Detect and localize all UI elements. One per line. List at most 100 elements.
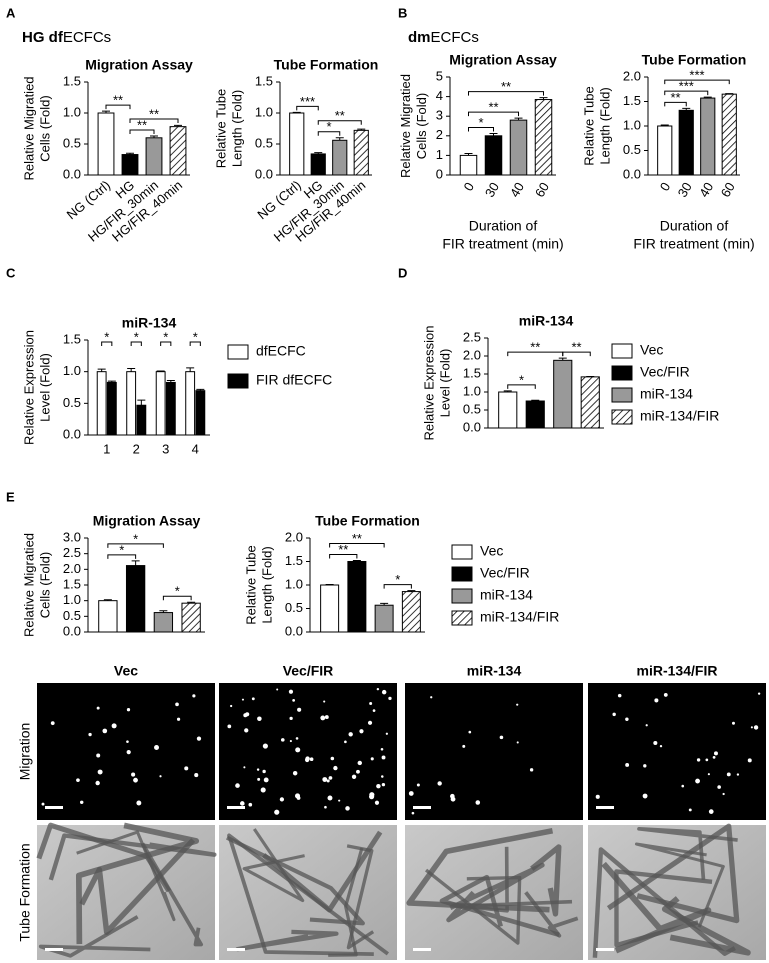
cell-dot (260, 787, 266, 793)
cell-dot (645, 724, 648, 727)
sig-label: * (175, 584, 180, 599)
bar (353, 129, 369, 176)
y-tick-label: 0.5 (63, 135, 81, 150)
error-bar (407, 590, 416, 592)
cell-dot (326, 779, 330, 783)
tube-network (76, 830, 176, 922)
bar (145, 137, 163, 176)
sig-label: * (395, 572, 400, 587)
cell-dot (309, 757, 314, 762)
sig-bracket (664, 79, 730, 85)
bar (678, 109, 694, 176)
cell-dot (388, 696, 392, 701)
micrograph-migration (405, 683, 583, 820)
cell-dot (643, 764, 647, 768)
x-axis-label: FIR treatment (min) (442, 236, 563, 252)
y-axis-label: Relative Tube (244, 545, 259, 625)
cell-dot (516, 703, 519, 706)
y-axis-label: Relative Tube (582, 86, 597, 166)
image-column-label: Vec/FIR (283, 663, 334, 679)
error-bar (103, 599, 112, 601)
cell-dot (356, 769, 360, 774)
cell-dot (351, 774, 357, 779)
chart-title: Migration Assay (449, 52, 557, 68)
cell-dot (595, 794, 600, 799)
sig-label: * (519, 372, 524, 387)
x-tick-label: 1 (103, 441, 110, 456)
cell-dot (367, 720, 373, 725)
error-bar (131, 560, 140, 566)
error-bar (102, 110, 110, 113)
x-axis-label: Duration of (469, 218, 538, 234)
cell-dot (289, 739, 292, 743)
x-axis-label: FIR treatment (min) (633, 236, 754, 252)
cell-dot (323, 700, 326, 703)
sig-bracket (101, 341, 113, 346)
sig-bracket (507, 351, 564, 357)
legend-swatch (611, 343, 633, 359)
panel-letter: C (6, 265, 16, 280)
sig-label: * (119, 542, 124, 557)
sig-bracket (162, 595, 192, 601)
cell-dot (713, 751, 718, 756)
cell-dot (194, 773, 199, 778)
sig-bracket (317, 120, 362, 125)
x-tick-label: 60 (532, 180, 552, 200)
cell-dot (499, 735, 504, 740)
y-tick-label: 3 (436, 108, 443, 123)
cell-dot (328, 776, 333, 780)
y-axis-label: Relative Migratied (22, 533, 37, 637)
sig-bracket (383, 584, 412, 589)
cell-dot (243, 713, 248, 718)
y-tick-label: 1.0 (255, 104, 273, 119)
cell-dot (262, 769, 266, 774)
sig-label: ** (530, 340, 540, 355)
error-bar (187, 601, 196, 604)
bar (106, 381, 117, 436)
cell-dot (76, 778, 80, 783)
sig-label: ** (352, 531, 362, 546)
cell-dot (235, 783, 240, 788)
sig-bracket (160, 341, 172, 346)
x-tick-label: 30 (482, 180, 502, 200)
y-tick-label: 0.0 (463, 419, 481, 434)
y-axis-label: Length (Fold) (260, 546, 275, 623)
bar (700, 97, 716, 176)
cell-dot (322, 777, 328, 782)
y-tick-label: 0.0 (255, 166, 273, 181)
tube-network (606, 823, 740, 924)
cell-dot (241, 698, 244, 701)
y-tick-label: 0.0 (63, 166, 81, 181)
cell-dot (133, 777, 138, 783)
error-bar (464, 152, 473, 156)
sig-label: *** (679, 79, 694, 94)
legend-label: miR-134/FIR (480, 609, 559, 625)
x-tick-label: 40 (507, 180, 527, 200)
y-tick-label: 0.0 (63, 426, 81, 441)
tube-network (637, 826, 738, 880)
tube-network (614, 869, 713, 948)
cell-dot (345, 806, 350, 811)
panel-heading: HG dfECFCs (22, 29, 111, 46)
cell-dot (97, 769, 103, 775)
x-tick-label: 30 (675, 180, 695, 200)
legend-swatch (611, 387, 633, 403)
scale-bar (413, 948, 431, 951)
sig-label: ** (113, 93, 123, 108)
cell-dot (292, 770, 298, 776)
image-row-label: Migration (17, 723, 33, 781)
x-tick-label: 4 (192, 441, 199, 456)
cell-dot (320, 715, 326, 721)
bar (126, 371, 137, 436)
scale-bar (596, 806, 614, 809)
cell-dot (376, 687, 380, 691)
x-tick-label: 0 (657, 180, 674, 194)
y-axis-label: Length (Fold) (230, 90, 245, 167)
sig-label: ** (571, 340, 581, 355)
error-bar (150, 135, 158, 138)
cell-dot (295, 747, 301, 753)
y-tick-label: 0 (436, 166, 443, 181)
bar (181, 602, 201, 633)
legend-swatch (227, 373, 249, 389)
y-tick-label: 2 (436, 127, 443, 142)
